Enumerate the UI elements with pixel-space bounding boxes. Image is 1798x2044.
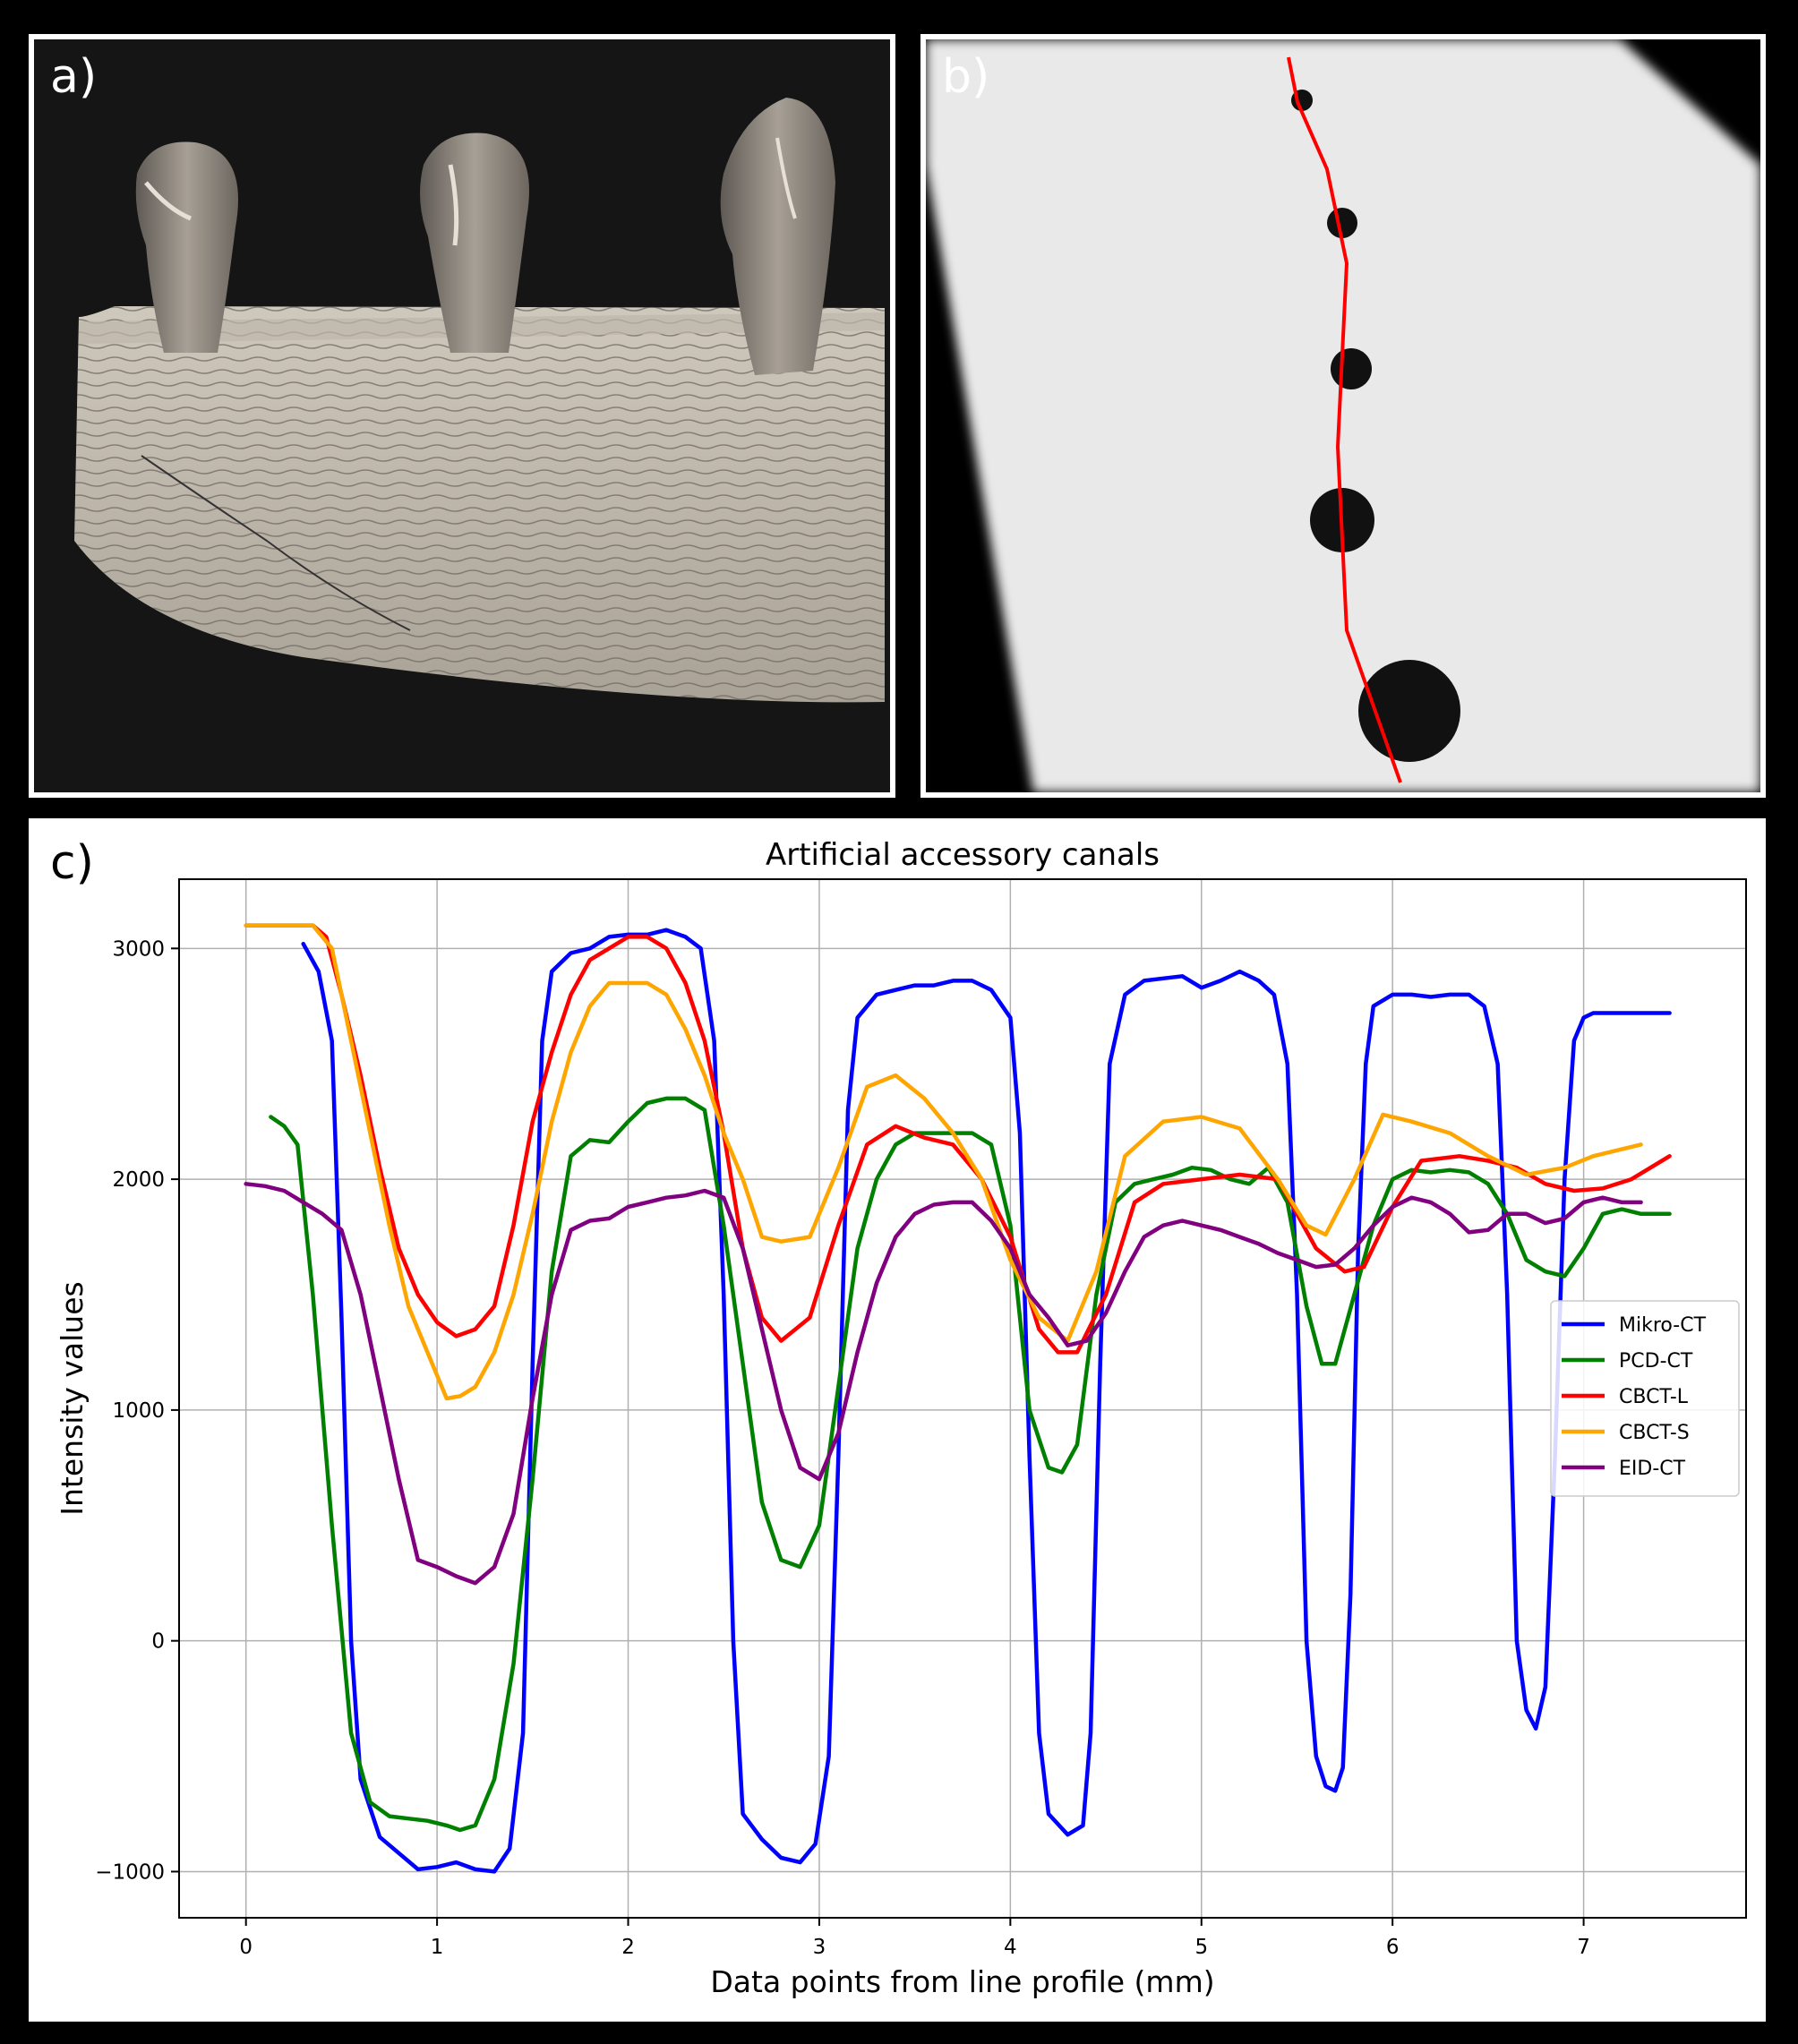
panel-b-image bbox=[926, 39, 1760, 792]
panel-c: 0 1 2 3 4 5 6 7 −1000 0 1000 2000 3000 Artificial ac… bbox=[29, 818, 1766, 2022]
sample-body bbox=[926, 39, 1760, 792]
x-tick-label: 3 bbox=[813, 1936, 826, 1959]
legend-label: Mikro-CT bbox=[1619, 1314, 1707, 1337]
axis-ticks: 0 1 2 3 4 5 6 7 −1000 0 1000 2000 3000 bbox=[95, 937, 1590, 1959]
x-tick-label: 1 bbox=[431, 1936, 444, 1959]
plot-area bbox=[178, 878, 1747, 1919]
panel-c-label: c) bbox=[50, 836, 94, 890]
canal-2 bbox=[1327, 208, 1357, 238]
y-tick-label: 2000 bbox=[112, 1168, 165, 1192]
legend-label: CBCT-L bbox=[1619, 1386, 1689, 1408]
jaw-rendering bbox=[74, 98, 885, 703]
x-tick-label: 7 bbox=[1577, 1936, 1590, 1959]
chart-title: Artificial accessory canals bbox=[766, 837, 1160, 873]
canal-3 bbox=[1331, 348, 1372, 389]
x-tick-label: 4 bbox=[1004, 1936, 1017, 1959]
legend-box bbox=[1550, 1300, 1740, 1497]
legend-label: CBCT-S bbox=[1619, 1422, 1690, 1444]
chart-legend: Mikro-CT PCD-CT CBCT-L CBCT-S EID-CT bbox=[1550, 1300, 1740, 1497]
tooth-2 bbox=[420, 133, 529, 353]
y-tick-label: 1000 bbox=[112, 1399, 165, 1423]
x-tick-label: 0 bbox=[239, 1936, 253, 1959]
series-mikro-ct bbox=[301, 928, 1672, 1874]
panel-a-image bbox=[34, 39, 890, 792]
series-layer bbox=[244, 923, 1672, 1874]
x-axis-label: Data points from line profile (mm) bbox=[710, 1964, 1214, 1999]
legend-label: EID-CT bbox=[1619, 1458, 1686, 1480]
panel-a-label: a) bbox=[50, 50, 98, 104]
panel-b: b) bbox=[920, 34, 1766, 798]
y-tick-label: 0 bbox=[151, 1630, 165, 1654]
line-profile-path bbox=[1287, 56, 1402, 783]
panel-a: a) bbox=[29, 34, 895, 798]
y-axis-label: Intensity values bbox=[55, 1281, 90, 1515]
x-tick-label: 6 bbox=[1386, 1936, 1400, 1959]
y-tick-label: 3000 bbox=[112, 937, 165, 961]
panel-b-label: b) bbox=[942, 50, 990, 104]
tooth-1 bbox=[135, 141, 238, 353]
series-cbct-s bbox=[244, 923, 1643, 1401]
cross-section-image bbox=[926, 39, 1760, 792]
series-pcd-ct bbox=[269, 1096, 1672, 1833]
series-eid-ct bbox=[244, 1182, 1643, 1586]
legend-label: PCD-CT bbox=[1619, 1350, 1693, 1373]
line-profile-chart: 0 1 2 3 4 5 6 7 −1000 0 1000 2000 3000 Artificial ac… bbox=[55, 837, 1747, 1999]
x-tick-label: 2 bbox=[621, 1936, 635, 1959]
tooth-3 bbox=[720, 98, 835, 375]
y-tick-label: −1000 bbox=[95, 1860, 165, 1884]
x-tick-label: 5 bbox=[1194, 1936, 1208, 1959]
series-cbct-l bbox=[244, 923, 1672, 1355]
